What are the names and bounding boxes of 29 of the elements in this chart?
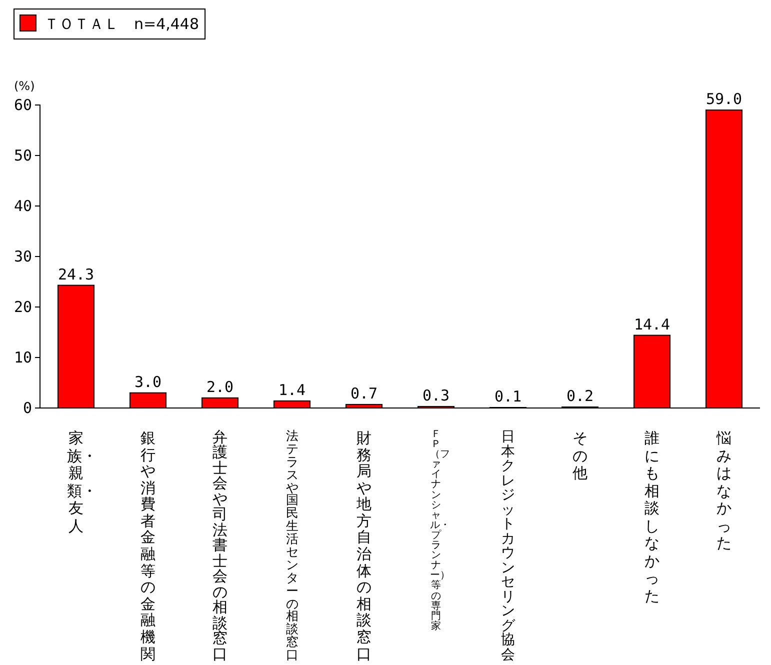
category-label: 日本クレジットカウンセリング協会	[500, 429, 515, 662]
x-tick-label: 悩みはなかった	[715, 429, 732, 552]
y-tick-label: 0	[22, 398, 32, 417]
data-label: 14.4	[634, 315, 670, 334]
data-label: 0.3	[422, 386, 450, 404]
y-axis-title: (%)	[14, 79, 35, 93]
x-tick-label: 家族・親類・友人	[67, 429, 97, 535]
category-label: 誰にも相談しなかった	[644, 429, 660, 604]
data-label: 0.1	[494, 387, 522, 406]
category-label: 弁護士会や司法書士会の相談窓口	[212, 428, 228, 663]
category-label: 法テラスや国民生活センターの相談窓口	[286, 429, 298, 662]
y-tick-label: 10	[14, 348, 32, 366]
data-label: 0.7	[350, 384, 378, 402]
y-tick-label: 50	[14, 146, 32, 164]
data-label: 2.0	[206, 378, 234, 396]
category-label: 財務局や地方自治体の相談窓口	[356, 429, 372, 663]
data-label: 0.2	[566, 386, 594, 405]
data-label: 24.3	[58, 265, 94, 284]
data-label: 1.4	[278, 380, 306, 399]
category-label: ＦＰ（ファイナンシャル・プランナー）等の専門家	[430, 429, 450, 632]
data-label: 3.0	[134, 372, 162, 391]
x-tick-label: その他	[572, 429, 588, 482]
category-label: 銀行や消費者金融等の金融機関	[140, 429, 156, 663]
data-label: 59.0	[706, 90, 742, 108]
y-tick-label: 30	[14, 247, 32, 266]
y-tick-label: 60	[14, 96, 32, 114]
y-tick-label: 40	[14, 196, 32, 215]
legend-label: ＴＯＴＡＬ n=4,448	[44, 15, 200, 33]
y-tick-label: 20	[14, 298, 32, 316]
